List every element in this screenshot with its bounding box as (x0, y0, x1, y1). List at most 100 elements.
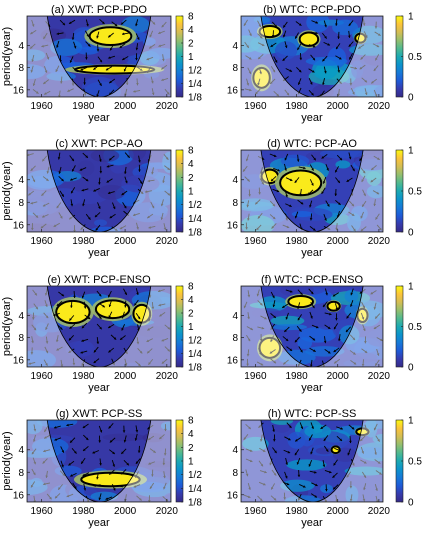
phase-arrowhead (105, 67, 109, 71)
x-axis-label: year (301, 112, 323, 124)
power-texture (348, 43, 383, 56)
phase-arrowhead (370, 179, 374, 183)
phase-arrowhead (92, 451, 96, 454)
phase-arrowhead (121, 22, 124, 25)
phase-arrowhead (148, 226, 151, 229)
phase-arrowhead (108, 425, 112, 429)
phase-arrowhead (119, 45, 123, 48)
phase-arrowhead (55, 339, 59, 343)
plot-frame (240, 285, 384, 368)
power-texture (137, 326, 171, 338)
phase-arrowhead (136, 341, 140, 345)
phase-arrowhead (335, 23, 338, 26)
phase-arrowhead (99, 316, 102, 319)
phase-arrowhead (297, 47, 300, 51)
phase-arrowhead (122, 32, 125, 36)
phase-arrowhead (270, 327, 273, 330)
x-axis-label: year (88, 517, 110, 529)
phase-arrowhead (377, 461, 381, 464)
phase-arrowhead (364, 341, 367, 344)
phase-arrowhead (124, 171, 127, 174)
phase-arrowhead (371, 80, 374, 84)
phase-arrowhead (151, 171, 154, 175)
phase-arrowhead (297, 82, 301, 85)
phase-arrowhead (328, 470, 332, 474)
power-texture (332, 19, 359, 36)
x-tick-label: 1960 (30, 506, 53, 517)
phase-arrowhead (377, 439, 380, 442)
colorbar-tick-label: 1/2 (188, 336, 202, 347)
phase-arrowhead (297, 317, 301, 321)
power-texture (270, 315, 305, 326)
significance-contour-0 (287, 295, 315, 309)
phase-arrowhead (161, 67, 164, 70)
phase-arrowhead (139, 68, 143, 71)
phase-arrowhead (108, 349, 111, 353)
phase-arrowhead (296, 461, 300, 465)
phase-arrowhead (137, 316, 141, 320)
phase-arrowhead (68, 350, 72, 353)
phase-arrowhead (99, 159, 102, 162)
phase-arrowhead (376, 353, 380, 356)
phase-arrowhead (119, 226, 123, 230)
phase-arrowhead (56, 348, 60, 351)
phase-arrowhead (311, 168, 314, 171)
phase-arrowhead (297, 363, 301, 367)
phase-arrowhead (41, 44, 44, 48)
phase-arrowhead (333, 462, 336, 466)
phase-arrowhead (270, 44, 274, 47)
colorbar-tick-label: 1 (188, 52, 194, 63)
plot-frame (240, 419, 384, 503)
phase-arrowhead (294, 452, 298, 456)
phase-arrowhead (31, 24, 35, 27)
power-texture (146, 47, 171, 60)
phase-arrowhead (151, 205, 155, 209)
phase-arrowhead (297, 306, 300, 310)
colorbar-tick-label: 1/8 (188, 363, 202, 374)
phase-arrowhead (31, 451, 35, 455)
phase-arrowhead (298, 69, 302, 73)
significance-contour-0 (355, 427, 370, 437)
phase-arrowhead (259, 71, 262, 75)
phase-arrowhead (337, 36, 340, 39)
phase-arrowhead (96, 35, 99, 39)
x-axis-label: year (88, 382, 110, 394)
phase-arrowhead (246, 45, 249, 48)
phase-arrowhead (327, 350, 331, 354)
phase-arrowhead (258, 425, 261, 428)
phase-arrowhead (353, 352, 356, 355)
x-tick-label: 2020 (368, 506, 391, 517)
phase-arrowhead (310, 451, 313, 455)
phase-arrows (30, 423, 169, 502)
colorbar-tick-label: 4 (188, 429, 194, 440)
phase-arrowhead (260, 463, 263, 467)
phase-arrowhead (326, 168, 329, 171)
phase-arrowhead (45, 315, 49, 319)
phase-arrowhead (312, 228, 316, 231)
colorbar-tick-label: 1/2 (188, 200, 202, 211)
phase-arrowhead (114, 23, 118, 27)
phase-arrowhead (289, 425, 292, 428)
phase-arrowhead (379, 472, 382, 475)
phase-arrowhead (70, 440, 73, 443)
phase-arrowhead (339, 438, 343, 441)
y-tick-label: 8 (18, 468, 24, 479)
phase-arrowhead (351, 203, 354, 207)
phase-arrowhead (135, 23, 138, 27)
phase-arrowhead (285, 316, 289, 320)
phase-arrowhead (85, 57, 88, 60)
panel-title: (g) XWT: PCP-SS (56, 408, 143, 420)
power-texture (291, 211, 313, 218)
phase-arrowhead (102, 304, 105, 308)
x-axis-label: year (88, 112, 110, 124)
phase-arrowhead (289, 348, 293, 351)
phase-arrowhead (136, 292, 139, 296)
phase-arrowhead (294, 339, 298, 343)
phase-arrowhead (121, 451, 124, 454)
x-tick-label: 1980 (72, 236, 95, 247)
phase-arrowhead (260, 171, 263, 174)
power-texture (241, 215, 275, 232)
phase-arrowhead (30, 168, 34, 171)
phase-arrowhead (108, 325, 111, 329)
significance-contour-2 (258, 336, 282, 359)
